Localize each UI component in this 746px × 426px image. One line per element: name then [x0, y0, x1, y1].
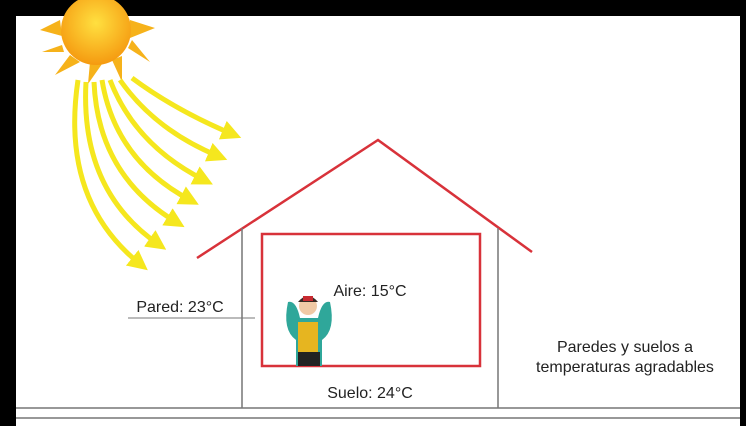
frame-right — [740, 0, 746, 426]
air-temp: Aire: 15°C — [333, 283, 406, 300]
frame-left — [0, 0, 16, 426]
floor-temp: Suelo: 24°C — [327, 385, 413, 402]
diagram: Pared: 23°C Aire: 15°C Suelo: 24°C Pared… — [0, 0, 746, 426]
note-line: temperaturas agradables — [536, 359, 714, 376]
wall-temp: Pared: 23°C — [136, 299, 223, 316]
note-line: Paredes y suelos a — [557, 339, 693, 356]
